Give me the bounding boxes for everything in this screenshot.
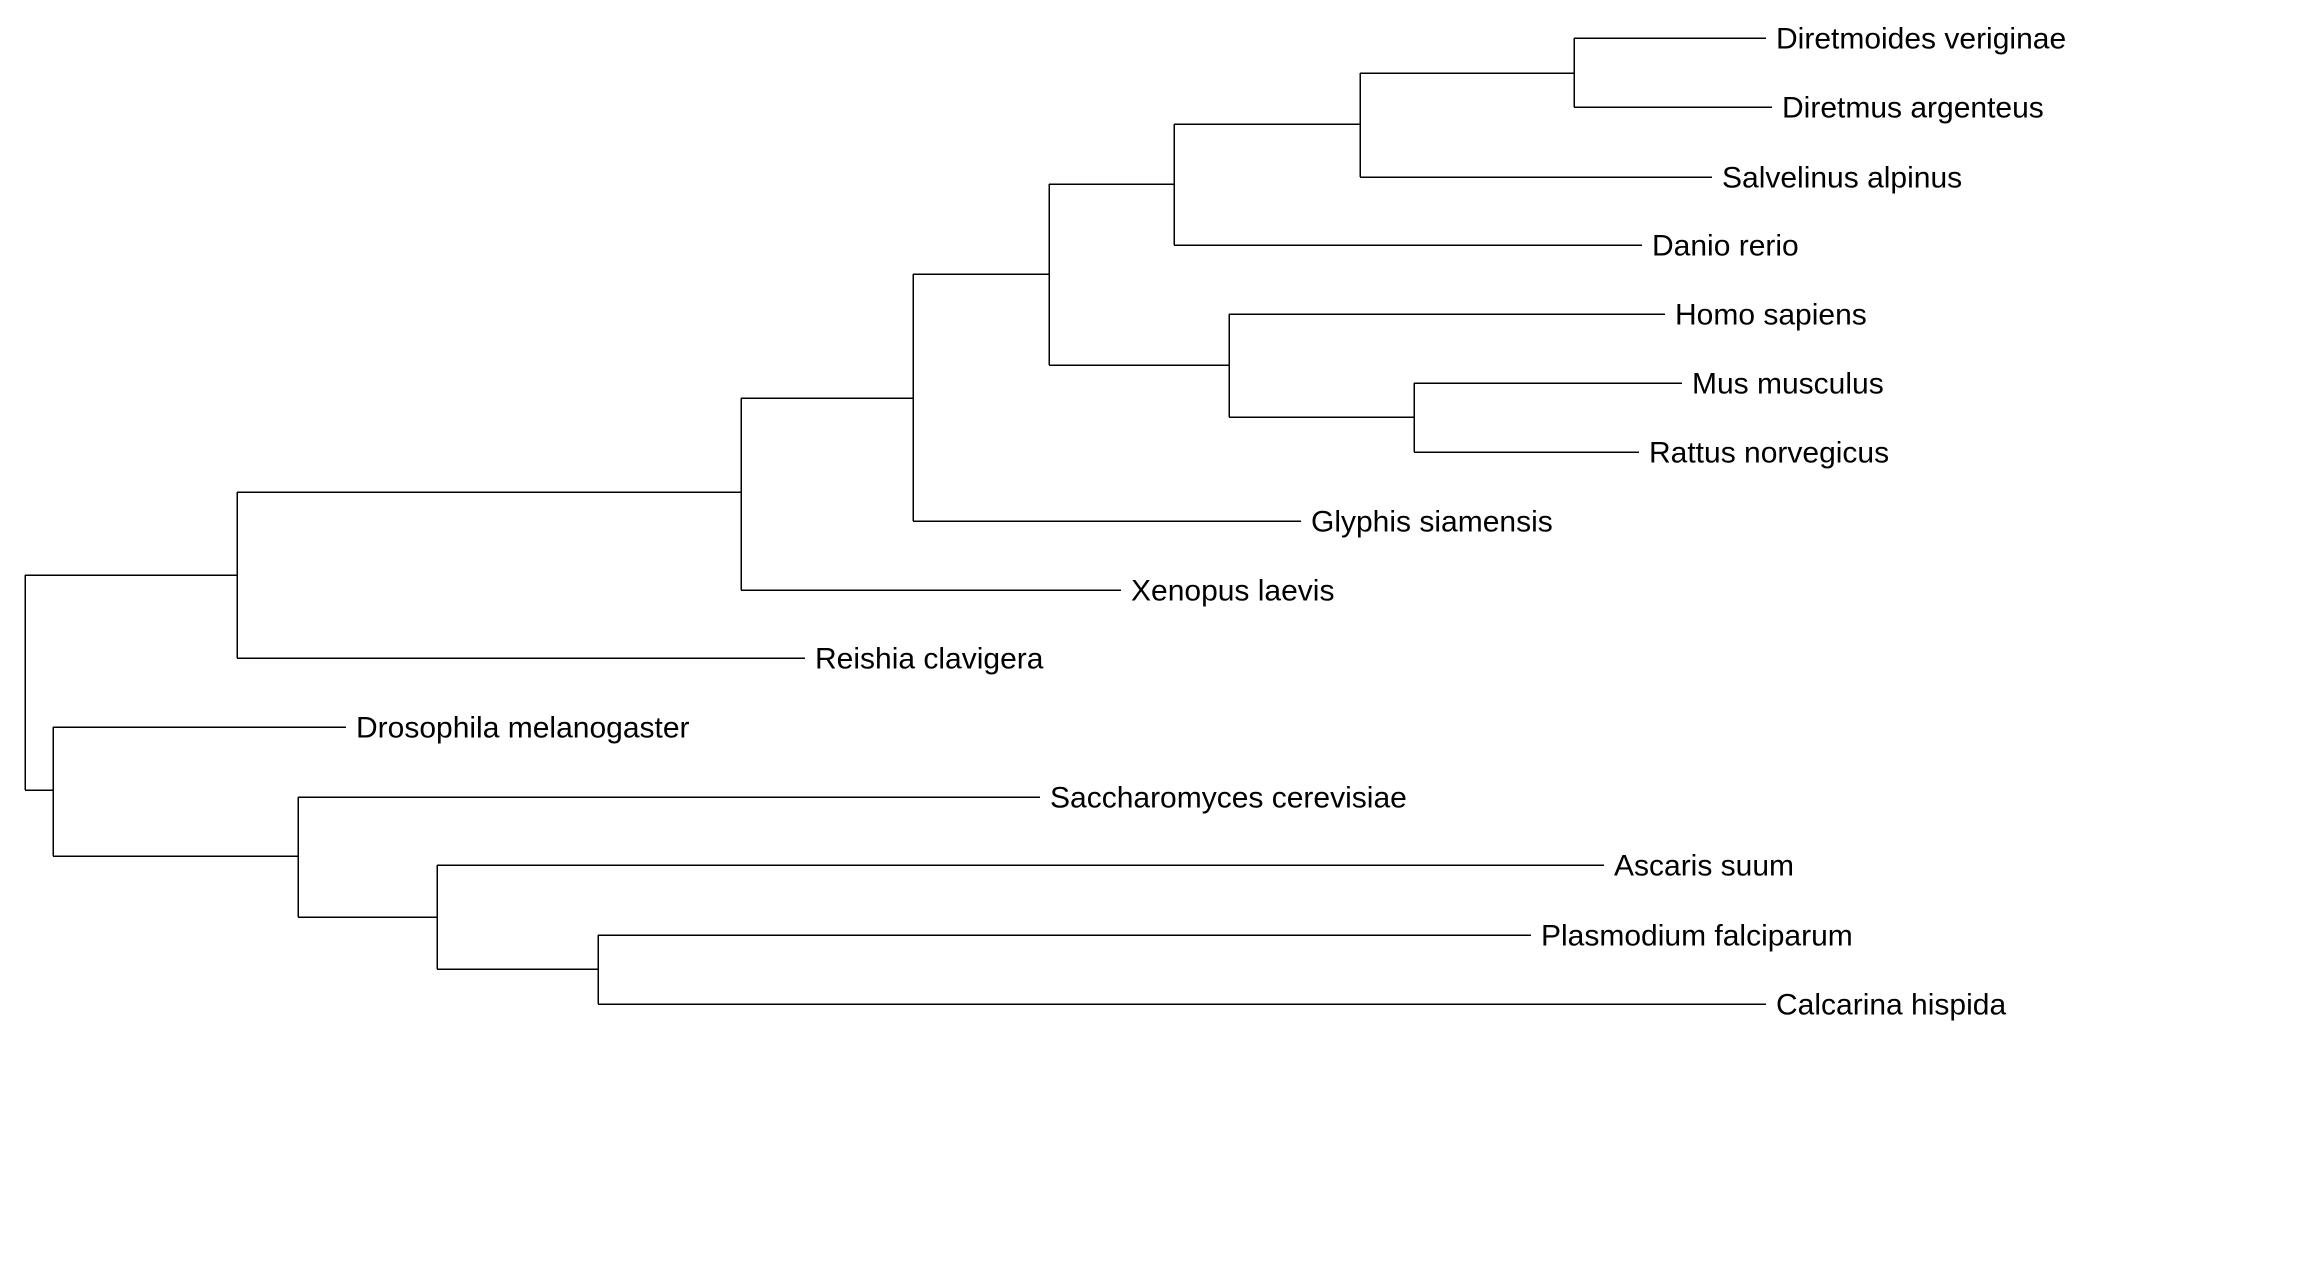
tip-label-calcarina-hispida: Calcarina hispida	[1776, 989, 2006, 1022]
branch-yeast-clade	[297, 796, 1040, 918]
tip-label-diretmus-argenteus: Diretmus argenteus	[1782, 92, 2044, 125]
tip-label-ascaris-suum: Ascaris suum	[1614, 850, 1794, 883]
tip-label-plasmodium-falciparum: Plasmodium falciparum	[1541, 920, 1853, 953]
branch-ascaris-clade	[436, 864, 1604, 970]
tip-label-salvelinus-alpinus: Salvelinus alpinus	[1722, 162, 1962, 195]
branch-rodent-clade	[1413, 382, 1682, 453]
branch-animal-clade	[236, 491, 805, 659]
branch-gnathostome-clade	[912, 273, 1301, 522]
branch-mammal-clade	[1228, 313, 1665, 418]
tip-label-glyphis-siamensis: Glyphis siamensis	[1311, 506, 1553, 539]
tip-label-rattus-norvegicus: Rattus norvegicus	[1649, 437, 1889, 470]
tip-label-reishia-clavigera: Reishia clavigera	[815, 643, 1044, 676]
tip-label-homo-sapiens: Homo sapiens	[1675, 299, 1867, 332]
branch-osteichthyes-clade	[1048, 183, 1229, 366]
tree-branches	[24, 37, 1772, 1005]
tip-label-danio-rerio: Danio rerio	[1652, 230, 1799, 263]
branch-plasmodium-clade	[597, 934, 1766, 1005]
branch-fish-clade	[1173, 123, 1642, 246]
tip-label-mus-musculus: Mus musculus	[1692, 368, 1884, 401]
branch-vertebrate-clade	[740, 397, 1121, 591]
tip-labels: Diretmoides veriginae Diretmus argenteus…	[356, 23, 2066, 1022]
tip-label-diretmoides-veriginae: Diretmoides veriginae	[1776, 23, 2066, 56]
branch-root	[24, 574, 237, 791]
tip-label-saccharomyces-cerevisiae: Saccharomyces cerevisiae	[1050, 782, 1407, 815]
tip-label-drosophila-melanogaster: Drosophila melanogaster	[356, 712, 690, 745]
tip-label-xenopus-laevis: Xenopus laevis	[1131, 575, 1334, 608]
branch-salmoniform-clade	[1359, 72, 1712, 178]
branch-lower-clade	[52, 726, 346, 857]
branch-diretmid-clade	[1573, 37, 1772, 108]
